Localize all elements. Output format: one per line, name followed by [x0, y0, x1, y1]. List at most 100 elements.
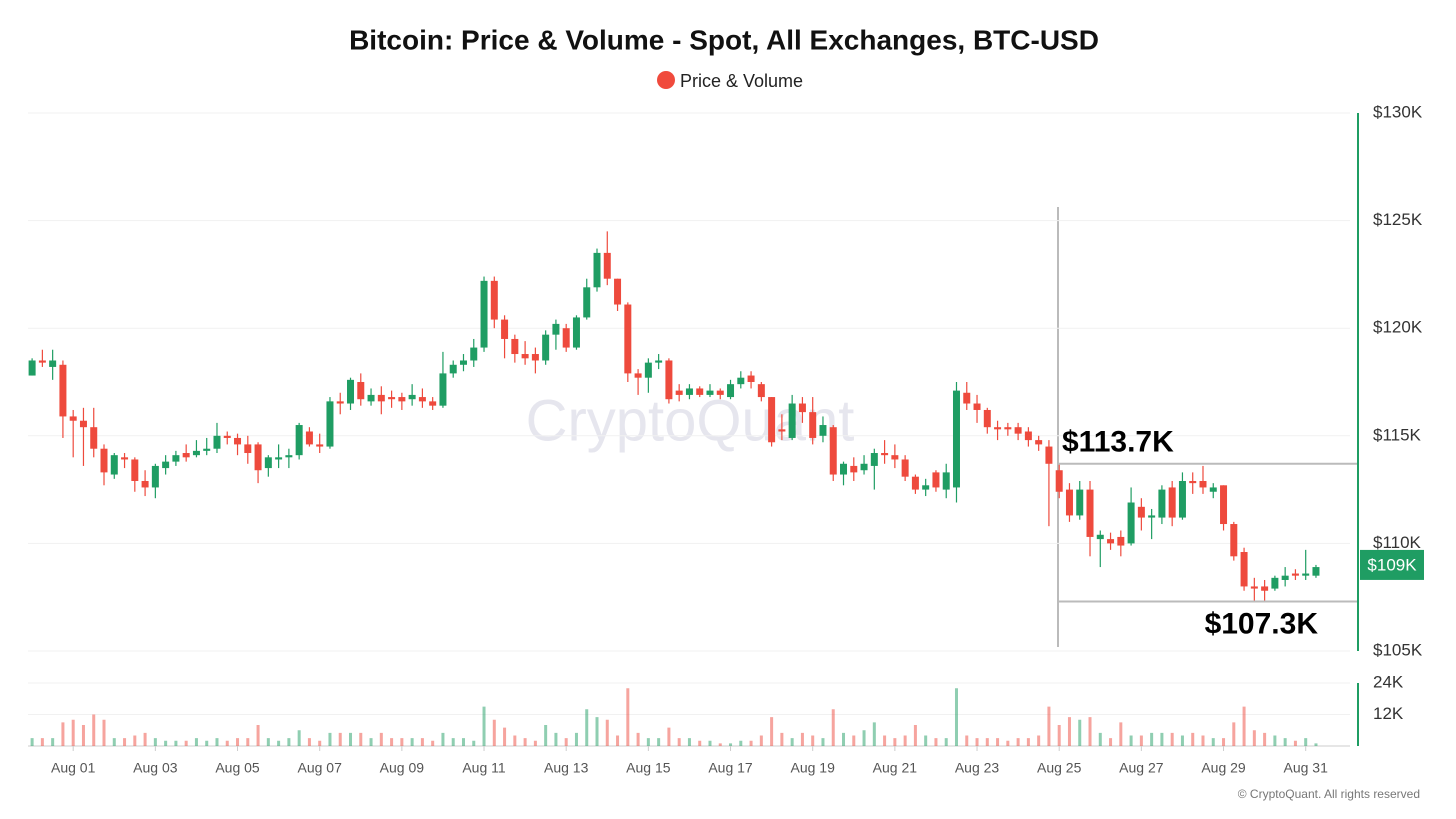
volume-bar [215, 738, 219, 746]
volume-bar [133, 735, 137, 746]
candle-body [685, 388, 693, 395]
candle-body [1261, 586, 1269, 591]
x-tick-label: Aug 25 [1037, 760, 1082, 776]
candle-body [819, 425, 827, 436]
candle-body [490, 280, 498, 320]
candle-body [1004, 427, 1012, 430]
volume-bar [903, 735, 907, 746]
volume-bar [1078, 719, 1082, 746]
volume-bar [759, 735, 763, 746]
candle-body [911, 476, 919, 490]
y2-tick-label: 24K [1373, 672, 1404, 691]
candle-body [192, 450, 200, 456]
volume-bar [800, 732, 804, 746]
volume-bar [872, 722, 876, 746]
candle-body [614, 278, 622, 305]
candle-body [675, 390, 683, 395]
volume-bar [1119, 722, 1123, 746]
chart-title: Bitcoin: Price & Volume - Spot, All Exch… [349, 24, 1099, 55]
volume-bar [636, 732, 640, 746]
volume-bar [1201, 735, 1205, 746]
volume-bar [729, 743, 733, 746]
candle-body [244, 444, 252, 454]
volume-bar [30, 738, 34, 746]
candle-body [275, 457, 283, 460]
volume-bar [954, 688, 958, 746]
candle-body [1302, 573, 1310, 576]
y2-tick-label: 12K [1373, 704, 1404, 723]
candle-body [234, 437, 242, 445]
volume-bar [143, 732, 147, 746]
candle-body [459, 360, 467, 365]
volume-bar [698, 740, 702, 746]
candle-body [1178, 480, 1186, 518]
candle-body [141, 480, 149, 488]
candle-body [768, 397, 776, 443]
candle-body [1045, 446, 1053, 464]
volume-bar [1160, 732, 1164, 746]
candle-body [182, 453, 190, 458]
volume-bar [913, 725, 917, 746]
x-tick-label: Aug 01 [51, 760, 96, 776]
volume-bar [492, 719, 496, 746]
x-tick-label: Aug 13 [544, 760, 589, 776]
volume-bar [533, 740, 537, 746]
volume-bar [1109, 738, 1113, 746]
volume-bar [123, 738, 127, 746]
candle-body [922, 485, 930, 490]
candle-body [326, 401, 334, 447]
candle-body [223, 435, 231, 438]
candle-body [1291, 573, 1299, 576]
volume-bar [852, 735, 856, 746]
volume-bar [1283, 738, 1287, 746]
candle-body [1168, 487, 1176, 518]
volume-bar [1211, 738, 1215, 746]
candle-body [110, 455, 118, 475]
volume-bar [184, 740, 188, 746]
volume-bar [1150, 732, 1154, 746]
candle-body [264, 457, 272, 469]
candle-body [552, 323, 560, 335]
volume-bar [893, 738, 897, 746]
footer: © CryptoQuant. All rights reserved [1238, 787, 1420, 801]
candle-body [983, 409, 991, 428]
candle-body [860, 463, 868, 471]
candle-body [1055, 470, 1063, 492]
candle-body [963, 392, 971, 404]
candle-body [994, 427, 1002, 430]
volume-bar [523, 738, 527, 746]
volume-bar [1098, 732, 1102, 746]
candle-body [59, 364, 67, 417]
candle-body [285, 455, 293, 458]
volume-bar [1304, 738, 1308, 746]
volume-bar [780, 732, 784, 746]
volume-bar [574, 732, 578, 746]
x-tick-label: Aug 27 [1119, 760, 1164, 776]
volume-bar [431, 740, 435, 746]
candle-body [665, 360, 673, 400]
candle-body [69, 416, 77, 421]
legend-label[interactable]: Price & Volume [680, 71, 803, 91]
legend-marker [657, 71, 675, 89]
volume-bar [92, 714, 96, 746]
candle-body [470, 347, 478, 361]
y-tick-label: $105K [1373, 640, 1423, 659]
candle-body [100, 448, 108, 473]
volume-bar [1293, 740, 1297, 746]
candle-body [1189, 480, 1197, 484]
volume-bar [369, 738, 373, 746]
volume-bar [256, 725, 260, 746]
volume-bar [236, 738, 240, 746]
volume-bar [307, 738, 311, 746]
candle-body [798, 403, 806, 413]
volume-bar [205, 740, 209, 746]
volume-bar [1129, 735, 1133, 746]
candle-body [932, 472, 940, 488]
candle-body [706, 390, 714, 395]
x-tick-label: Aug 19 [791, 760, 836, 776]
volume-bar [102, 719, 106, 746]
candle-body [1024, 431, 1032, 441]
volume-bar [1242, 706, 1246, 746]
candle-body [1230, 524, 1238, 557]
